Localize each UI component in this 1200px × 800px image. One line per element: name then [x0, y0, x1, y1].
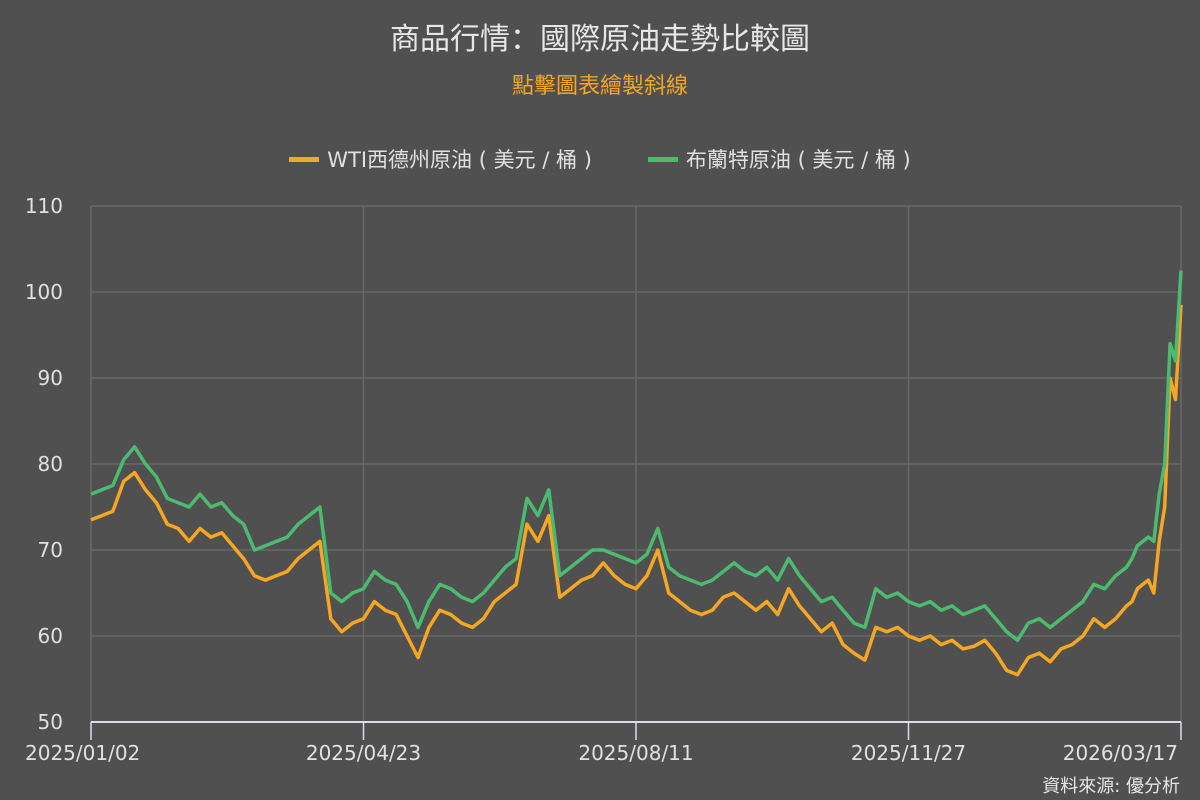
y-tick-label: 60	[38, 624, 63, 648]
legend-item-wti[interactable]: WTI西德州原油 ( 美元 / 桶 )	[289, 144, 592, 174]
legend-label-brent: 布蘭特原油 ( 美元 / 桶 )	[685, 148, 911, 172]
y-axis-labels: 50 60 70 80 90 100 110	[25, 194, 63, 734]
x-tick-label: 2025/08/11	[578, 741, 693, 765]
y-tick-label: 100	[25, 280, 63, 304]
grid-lines	[90, 205, 1182, 722]
wti-series-line[interactable]	[90, 304, 1183, 677]
x-tick-label: 2026/03/17	[1063, 741, 1178, 765]
y-tick-label: 80	[38, 452, 63, 476]
x-tick-label: 2025/01/02	[25, 741, 140, 765]
legend-label-wti: WTI西德州原油 ( 美元 / 桶 )	[327, 148, 592, 172]
y-tick-label: 90	[38, 366, 63, 390]
y-tick-label: 110	[25, 194, 63, 218]
chart-legend: WTI西德州原油 ( 美元 / 桶 ) 布蘭特原油 ( 美元 / 桶 )	[0, 144, 1200, 174]
legend-item-brent[interactable]: 布蘭特原油 ( 美元 / 桶 )	[647, 144, 911, 174]
legend-swatch-wti-icon	[289, 156, 320, 162]
series-lines	[90, 270, 1183, 677]
chart-title: 商品行情：國際原油走勢比較圖	[390, 22, 810, 57]
legend-swatch-brent-icon	[647, 156, 678, 162]
x-tick-label: 2025/04/23	[306, 741, 421, 765]
x-tick-label: 2025/11/27	[851, 741, 966, 765]
x-axis: 2025/01/02 2025/04/23 2025/08/11 2025/11/27…	[25, 721, 1182, 765]
y-tick-label: 70	[38, 538, 63, 562]
y-tick-label: 50	[38, 710, 63, 734]
draw-trendline-link[interactable]: 點擊圖表繪製斜線	[511, 74, 688, 99]
data-source: 資料來源: 優分析	[1042, 776, 1180, 797]
brent-series-line[interactable]	[90, 270, 1183, 643]
